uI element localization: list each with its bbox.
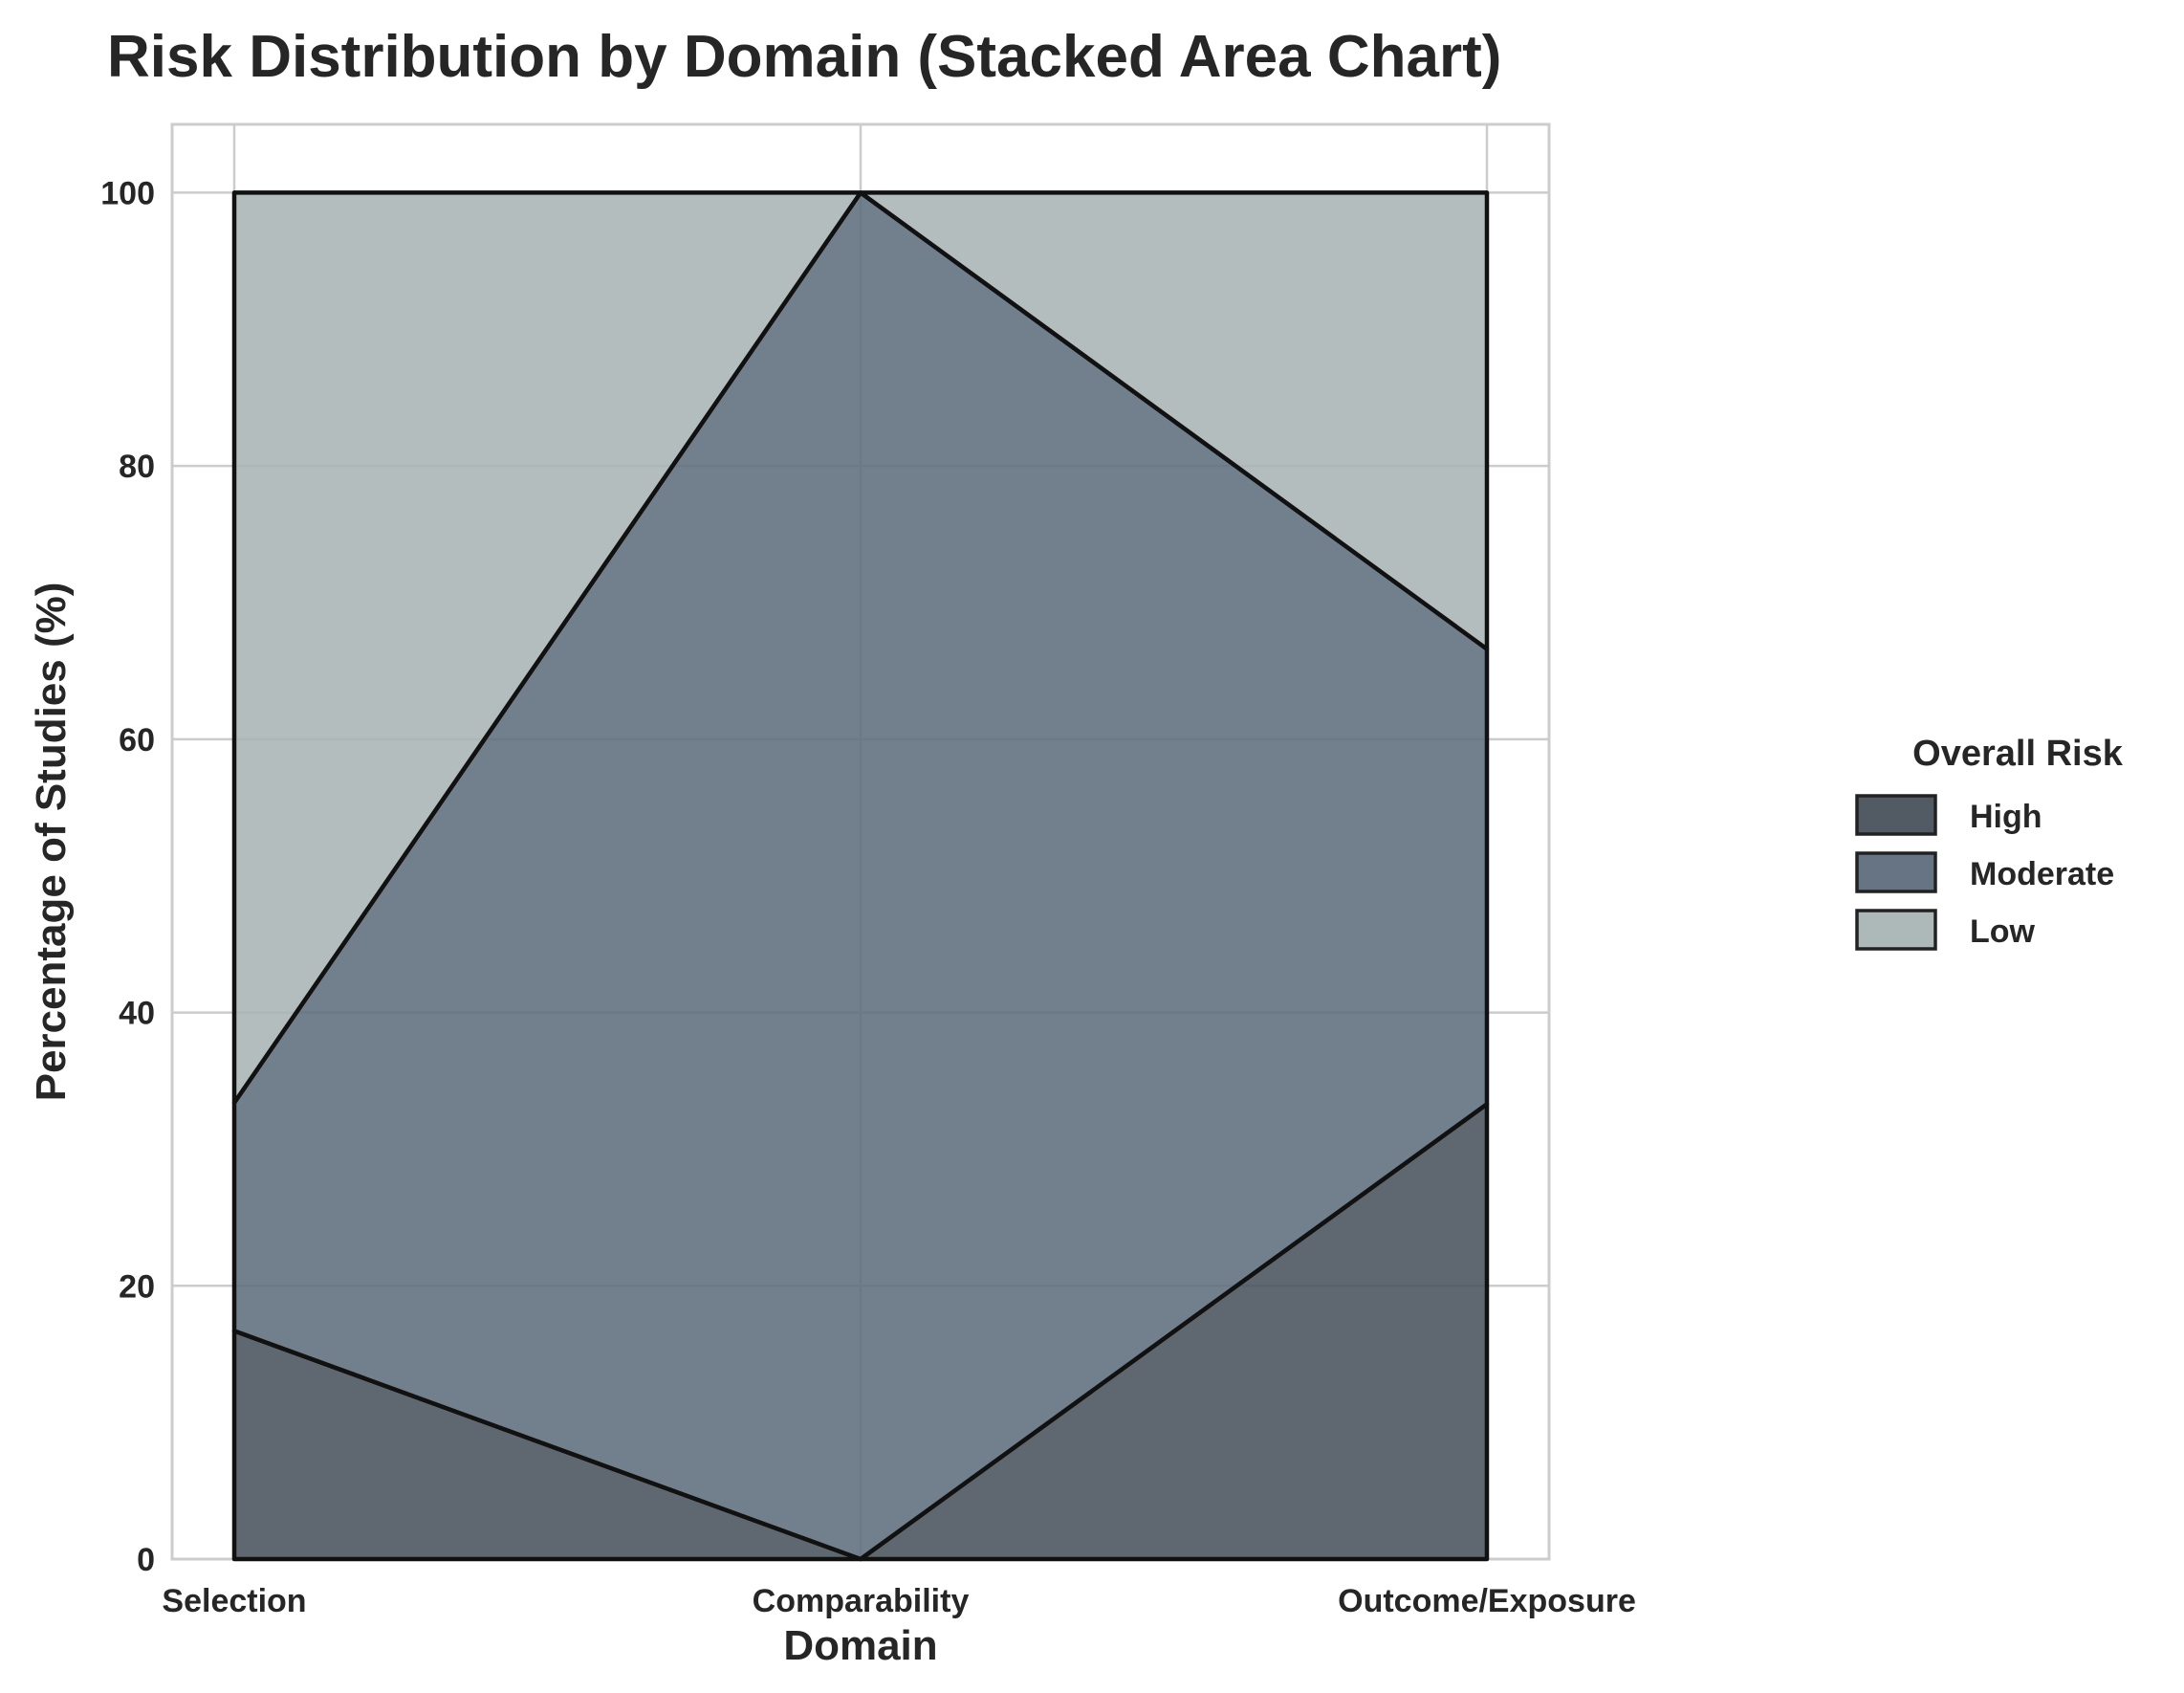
legend-label-high: High — [1970, 799, 2042, 835]
legend: Overall Risk High Moderate Low — [1855, 734, 2124, 951]
legend-label-moderate: Moderate — [1970, 856, 2114, 892]
legend-label-low: Low — [1970, 913, 2036, 950]
y-tick-label: 80 — [119, 449, 155, 485]
x-tick-label: Comparability — [753, 1583, 970, 1619]
y-tick-label: 100 — [100, 175, 155, 211]
x-tick-labels: Selection Comparability Outcome/Exposure — [162, 1583, 1635, 1619]
x-tick-label: Outcome/Exposure — [1338, 1583, 1636, 1619]
legend-swatch-high — [1855, 794, 1937, 836]
area-series-group — [231, 190, 1490, 1562]
y-tick-labels: 0 20 40 60 80 100 — [100, 175, 155, 1578]
area-series-low — [231, 190, 1490, 1106]
x-axis-label: Domain — [783, 1622, 937, 1669]
legend-items: High Moderate Low — [1855, 794, 2114, 951]
y-axis-label: Percentage of Studies (%) — [28, 583, 75, 1102]
x-tick-label: Selection — [162, 1583, 306, 1619]
chart-title: Risk Distribution by Domain (Stacked Are… — [107, 24, 1501, 90]
y-tick-label: 0 — [137, 1542, 155, 1578]
y-tick-label: 40 — [119, 996, 155, 1032]
legend-title: Overall Risk — [1912, 734, 2124, 774]
y-tick-label: 20 — [119, 1268, 155, 1305]
y-tick-label: 60 — [119, 722, 155, 759]
legend-swatch-low — [1855, 909, 1937, 951]
legend-swatch-moderate — [1855, 851, 1937, 893]
